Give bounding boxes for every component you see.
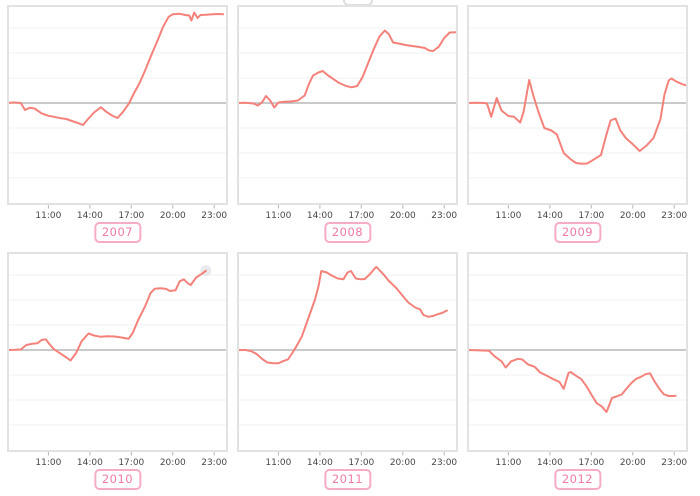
chart-panel-2012: 11:00 14:00 17:00 20:00 23:00 2012 — [467, 252, 688, 492]
year-label-2007[interactable]: 2007 — [93, 222, 142, 243]
axis-tick-label: 17:00 — [348, 211, 374, 221]
axis-tick-label: 14:00 — [77, 211, 103, 221]
chart-panel-2008: 11:00 14:00 17:00 20:00 23:00 2008 — [237, 5, 458, 245]
axis-tick-label: 14:00 — [537, 211, 563, 221]
axis-tick-label: 20:00 — [160, 211, 186, 221]
year-label-2012[interactable]: 2012 — [553, 469, 602, 490]
axis-tick-label: 23:00 — [201, 458, 227, 468]
axis-tick-label: 17:00 — [578, 211, 604, 221]
axis-tick-label: 11:00 — [265, 458, 291, 468]
axis-tick-label: 14:00 — [537, 458, 563, 468]
chart-panel-2010: 11:00 14:00 17:00 20:00 23:00 2010 — [7, 252, 228, 492]
year-label-text: 2012 — [561, 472, 594, 486]
axis-tick-label: 14:00 — [307, 211, 333, 221]
panel-border — [7, 252, 228, 452]
series-line — [7, 269, 207, 362]
panel-border — [467, 5, 688, 205]
axis-tick-label: 17:00 — [118, 458, 144, 468]
year-label-text: 2008 — [331, 225, 364, 239]
axis-tick-label: 17:00 — [348, 458, 374, 468]
year-label-2010[interactable]: 2010 — [93, 469, 142, 490]
axis-tick-label: 14:00 — [307, 458, 333, 468]
axis-tick-label: 23:00 — [431, 211, 457, 221]
axis-tick-label: 23:00 — [431, 458, 457, 468]
line-chart-2008[interactable]: 11:00 14:00 17:00 20:00 23:00 — [237, 5, 458, 221]
panel-border — [237, 5, 458, 205]
axis-tick-label: 14:00 — [77, 458, 103, 468]
chart-panel-2011: 11:00 14:00 17:00 20:00 23:00 2011 — [237, 252, 458, 492]
chart-panel-2007: 11:00 14:00 17:00 20:00 23:00 2007 — [7, 5, 228, 245]
axis-tick-label: 20:00 — [620, 211, 646, 221]
year-label-text: 2010 — [101, 472, 134, 486]
axis-tick-label: 11:00 — [495, 458, 521, 468]
axis-tick-label: 11:00 — [495, 211, 521, 221]
year-label-text: 2007 — [101, 225, 134, 239]
axis-tick-label: 11:00 — [265, 211, 291, 221]
year-label-2011[interactable]: 2011 — [323, 469, 372, 490]
line-chart-2009[interactable]: 11:00 14:00 17:00 20:00 23:00 — [467, 5, 688, 221]
axis-tick-label: 20:00 — [160, 458, 186, 468]
line-chart-2011[interactable]: 11:00 14:00 17:00 20:00 23:00 — [237, 252, 458, 468]
year-label-text: 2011 — [331, 472, 364, 486]
axis-tick-label: 23:00 — [201, 211, 227, 221]
year-label-2008[interactable]: 2008 — [323, 222, 372, 243]
series-line — [7, 11, 225, 126]
panel-border — [7, 5, 228, 205]
line-chart-2010[interactable]: 11:00 14:00 17:00 20:00 23:00 — [7, 252, 228, 468]
line-chart-2012[interactable]: 11:00 14:00 17:00 20:00 23:00 — [467, 252, 688, 468]
axis-tick-label: 17:00 — [578, 458, 604, 468]
axis-tick-label: 11:00 — [35, 458, 61, 468]
line-chart-2007[interactable]: 11:00 14:00 17:00 20:00 23:00 — [7, 5, 228, 221]
axis-tick-label: 20:00 — [620, 458, 646, 468]
chart-panel-2009: 11:00 14:00 17:00 20:00 23:00 2009 — [467, 5, 688, 245]
axis-tick-label: 20:00 — [390, 211, 416, 221]
axis-tick-label: 20:00 — [390, 458, 416, 468]
year-label-2009[interactable]: 2009 — [553, 222, 602, 243]
axis-tick-label: 11:00 — [35, 211, 61, 221]
panel-border — [467, 252, 688, 452]
year-label-text: 2009 — [561, 225, 594, 239]
axis-tick-label: 23:00 — [661, 458, 687, 468]
axis-tick-label: 23:00 — [661, 211, 687, 221]
axis-tick-label: 17:00 — [118, 211, 144, 221]
series-line — [467, 349, 677, 413]
series-line — [467, 77, 688, 165]
series-line — [237, 266, 448, 365]
series-line — [237, 29, 458, 109]
panel-border — [237, 252, 458, 452]
